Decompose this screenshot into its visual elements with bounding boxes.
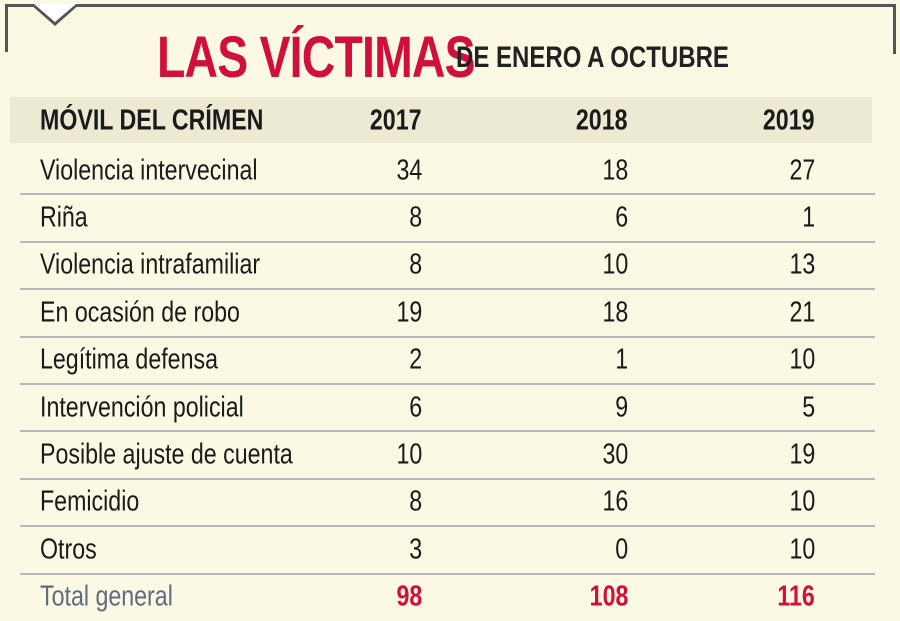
row-divider [20, 525, 875, 528]
row-label: Riña [40, 201, 88, 234]
header-cell: 2019 [763, 104, 815, 136]
row-value: 1 [802, 201, 815, 234]
row-value: 0 [615, 533, 628, 566]
row-value: 8 [409, 485, 422, 518]
title: LAS VÍCTIMAS [157, 25, 476, 90]
row-value: 10 [602, 248, 628, 281]
row-label: Posible ajuste de cuenta [40, 438, 293, 471]
row-value: 9 [615, 391, 628, 423]
row-divider [20, 477, 875, 480]
row-value: 19 [789, 438, 815, 471]
row-value: 3 [409, 533, 422, 566]
row-label: Total general [40, 580, 173, 613]
row-value: 21 [789, 296, 815, 329]
row-value: 10 [789, 343, 815, 376]
row-value: 5 [802, 391, 815, 423]
table-row: Violencia intrafamiliar 8 10 13 [0, 242, 900, 289]
header-cell: 2017 [370, 104, 422, 136]
table-row: Legítima defensa 2 1 10 [0, 337, 900, 384]
frame-border-right [893, 4, 896, 54]
row-divider [20, 383, 875, 385]
row-divider [20, 572, 875, 575]
table-row: Violencia intervecinal 34 18 27 [0, 147, 900, 194]
row-value: 108 [589, 580, 628, 613]
frame-border-top [5, 4, 896, 7]
table-row: Otros 3 0 10 [0, 526, 900, 573]
row-label: Legítima defensa [40, 343, 218, 376]
row-label: En ocasión de robo [40, 296, 240, 329]
row-divider [20, 240, 875, 243]
row-value: 98 [396, 580, 422, 613]
row-divider [20, 335, 875, 338]
row-value: 1 [615, 343, 628, 376]
row-value: 13 [789, 248, 815, 281]
row-value: 6 [615, 201, 628, 234]
row-divider [20, 430, 875, 433]
table-row: Riña 8 6 1 [0, 194, 900, 241]
row-value: 30 [602, 438, 628, 471]
row-label: Intervención policial [40, 391, 244, 423]
header-cell: MÓVIL DEL CRÍMEN [40, 104, 264, 136]
table-row: Posible ajuste de cuenta 10 30 19 [0, 431, 900, 478]
row-label: Violencia intervecinal [40, 154, 258, 186]
row-value: 10 [789, 533, 815, 566]
table-header-row: MÓVIL DEL CRÍMEN 2017 2018 2019 [0, 97, 900, 144]
row-value: 16 [602, 485, 628, 518]
row-label: Otros [40, 533, 97, 566]
total-row: Total general 98 108 116 [0, 574, 900, 621]
row-value: 18 [602, 154, 628, 186]
row-label: Violencia intrafamiliar [40, 248, 261, 281]
row-value: 8 [409, 201, 422, 234]
frame-notch-inner [34, 4, 76, 22]
row-value: 34 [396, 154, 422, 186]
table-row: En ocasión de robo 19 18 21 [0, 289, 900, 336]
row-label: Femicidio [40, 485, 140, 518]
row-divider [20, 288, 875, 291]
row-value: 10 [396, 438, 422, 471]
row-value: 8 [409, 248, 422, 281]
row-value: 116 [777, 580, 815, 613]
row-divider [20, 193, 875, 196]
header-cell: 2018 [576, 104, 628, 136]
frame-border-left [5, 4, 8, 52]
row-value: 6 [409, 391, 422, 423]
row-value: 27 [789, 154, 815, 186]
table-row: Intervención policial 6 9 5 [0, 384, 900, 431]
row-value: 19 [396, 296, 422, 329]
table-row: Femicidio 8 16 10 [0, 479, 900, 526]
table-header-band [10, 97, 872, 143]
row-value: 2 [409, 343, 422, 376]
row-value: 18 [602, 296, 628, 329]
row-value: 10 [789, 485, 815, 518]
subtitle: DE ENERO A OCTUBRE [456, 41, 729, 74]
